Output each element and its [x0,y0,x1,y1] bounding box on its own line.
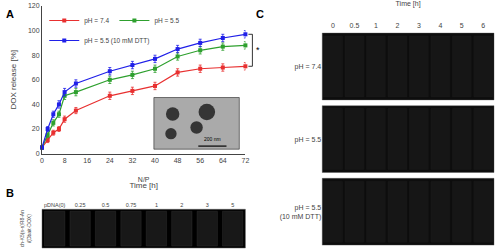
svg-text:pH = 5.5: pH = 5.5 [154,17,179,25]
svg-text:3: 3 [206,202,209,208]
svg-text:0: 0 [331,22,335,29]
svg-text:60: 60 [32,76,40,83]
svg-text:pH = 7.4: pH = 7.4 [84,17,109,25]
svg-text:2: 2 [180,202,183,208]
svg-text:0.25: 0.25 [75,202,86,208]
svg-text:1: 1 [374,22,378,29]
svg-text:pH = 7.4: pH = 7.4 [295,63,322,71]
svg-text:8: 8 [63,157,67,164]
svg-text:0: 0 [40,157,44,164]
svg-text:A: A [6,8,14,20]
svg-text:100: 100 [28,27,40,34]
svg-text:120: 120 [28,2,40,9]
svg-text:0.5: 0.5 [102,202,110,208]
svg-text:200 nm: 200 nm [204,136,221,142]
svg-text:80: 80 [32,52,40,59]
svg-text:N/P: N/P [138,176,150,183]
svg-text:48: 48 [174,157,182,164]
svg-text:4: 4 [438,22,442,29]
svg-text:5: 5 [460,22,464,29]
svg-text:3: 3 [417,22,421,29]
svg-text:C: C [256,8,264,20]
svg-text:2: 2 [395,22,399,29]
svg-text:*: * [256,45,260,55]
svg-text:40: 40 [32,101,40,108]
svg-text:72: 72 [242,157,250,164]
svg-text:pH = 5.5(10 mM DTT): pH = 5.5(10 mM DTT) [280,204,322,221]
svg-text:0: 0 [36,150,40,157]
svg-text:5: 5 [231,202,234,208]
svg-text:B: B [6,187,14,199]
svg-text:32: 32 [129,157,137,164]
svg-text:Time [h]: Time [h] [396,0,421,8]
svg-text:pH = 5.5: pH = 5.5 [295,136,322,144]
svg-text:pDNA(0): pDNA(0) [44,202,66,208]
svg-text:64: 64 [219,157,227,164]
svg-text:0.5: 0.5 [350,22,360,29]
svg-text:20: 20 [32,125,40,132]
svg-text:pH = 5.5 (10 mM DTT): pH = 5.5 (10 mM DTT) [84,37,149,45]
svg-text:Time [h]: Time [h] [129,181,158,190]
svg-text:16: 16 [83,157,91,164]
svg-text:0.75: 0.75 [126,202,137,208]
svg-text:40: 40 [151,157,159,164]
svg-text:1: 1 [155,202,158,208]
svg-text:56: 56 [196,157,204,164]
svg-text:6: 6 [481,22,485,29]
svg-text:ch-K5(s-s)R8-An/(Dbait-DOX): ch-K5(s-s)R8-An/(Dbait-DOX) [20,210,33,247]
svg-text:DOX release [%]: DOX release [%] [9,50,18,110]
svg-text:24: 24 [106,157,114,164]
